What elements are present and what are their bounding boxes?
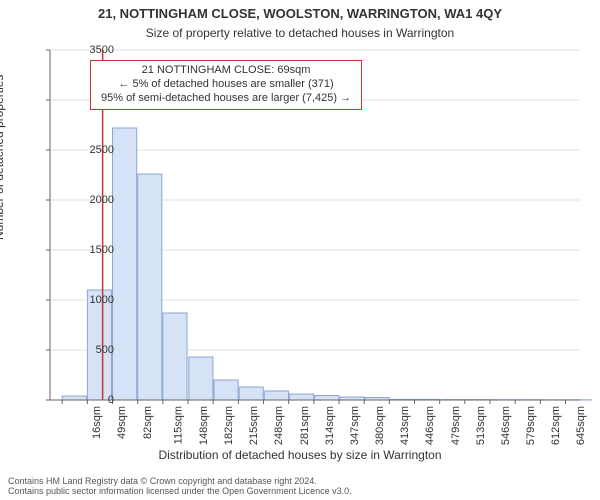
x-tick-label: 479sqm	[450, 406, 462, 445]
figure: 21, NOTTINGHAM CLOSE, WOOLSTON, WARRINGT…	[0, 0, 600, 500]
y-tick-label: 500	[54, 344, 114, 356]
x-tick-label: 413sqm	[399, 406, 411, 445]
y-tick-label: 3500	[54, 44, 114, 56]
histogram-bar	[138, 174, 162, 400]
x-tick-label: 16sqm	[91, 406, 103, 439]
x-tick-label: 281sqm	[299, 406, 311, 445]
histogram-bar	[163, 313, 187, 400]
callout-line-1: 21 NOTTINGHAM CLOSE: 69sqm	[101, 64, 351, 78]
x-tick-label: 182sqm	[223, 406, 235, 445]
x-tick-label: 612sqm	[550, 406, 562, 445]
histogram-bar	[189, 357, 213, 400]
histogram-bar	[315, 396, 339, 401]
x-tick-label: 446sqm	[424, 406, 436, 445]
y-tick-label: 0	[54, 394, 114, 406]
attribution-line-2: Contains public sector information licen…	[8, 486, 352, 496]
x-tick-label: 513sqm	[475, 406, 487, 445]
callout-line-3: 95% of semi-detached houses are larger (…	[101, 92, 351, 106]
y-tick-label: 2500	[54, 144, 114, 156]
x-tick-label: 215sqm	[248, 406, 260, 445]
x-tick-label: 314sqm	[324, 406, 336, 445]
x-tick-label: 380sqm	[374, 406, 386, 445]
x-tick-label: 579sqm	[525, 406, 537, 445]
histogram-bar	[214, 380, 238, 400]
x-axis-label: Distribution of detached houses by size …	[0, 448, 600, 462]
y-tick-label: 1500	[54, 244, 114, 256]
histogram-bar	[289, 394, 313, 400]
y-axis-label: Number of detached properties	[0, 75, 6, 240]
attribution-line-1: Contains HM Land Registry data © Crown c…	[8, 476, 352, 486]
x-tick-label: 148sqm	[198, 406, 210, 445]
x-tick-label: 347sqm	[349, 406, 361, 445]
x-tick-label: 82sqm	[142, 406, 154, 439]
figure-title-line1: 21, NOTTINGHAM CLOSE, WOOLSTON, WARRINGT…	[0, 6, 600, 21]
x-tick-label: 49sqm	[116, 406, 128, 439]
figure-title-line2: Size of property relative to detached ho…	[0, 26, 600, 40]
attribution: Contains HM Land Registry data © Crown c…	[8, 476, 352, 496]
callout-line-2: ← 5% of detached houses are smaller (371…	[101, 78, 351, 92]
histogram-bar	[264, 391, 288, 400]
x-tick-label: 248sqm	[274, 406, 286, 445]
x-tick-label: 645sqm	[575, 406, 587, 445]
y-tick-label: 2000	[54, 194, 114, 206]
x-tick-label: 546sqm	[500, 406, 512, 445]
histogram-bar	[113, 128, 137, 400]
y-tick-label: 1000	[54, 294, 114, 306]
x-tick-label: 115sqm	[172, 406, 184, 444]
histogram-bar	[239, 387, 263, 400]
callout-box: 21 NOTTINGHAM CLOSE: 69sqm ← 5% of detac…	[90, 60, 362, 110]
